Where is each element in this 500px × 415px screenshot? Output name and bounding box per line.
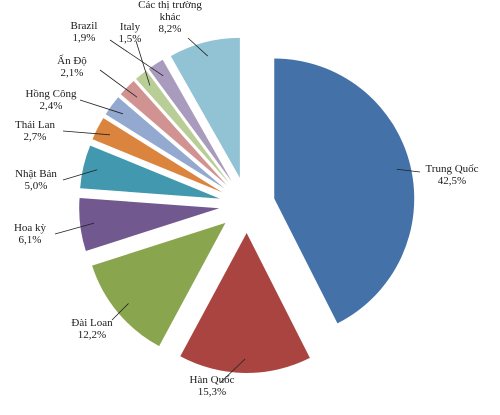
- slice-label-5: Thái Lan 2,7%: [15, 119, 56, 143]
- leader-line-4: [62, 169, 98, 181]
- slice-value-label: 1,9%: [73, 32, 96, 44]
- leader-line-2: [111, 303, 129, 321]
- slice-name-label: Hồng Công: [25, 88, 77, 100]
- pie-slice-0: [274, 58, 415, 324]
- leader-line-0: [396, 168, 421, 173]
- slice-label-2: Đài Loan 12,2%: [71, 317, 113, 341]
- slice-label-6: Hồng Công 2,4%: [25, 88, 77, 112]
- leader-line-5: [62, 130, 110, 136]
- slice-value-label: 2,7%: [24, 131, 47, 143]
- leader-line-10: [187, 37, 208, 57]
- slice-label-0: Trung Quốc 42,5%: [425, 163, 478, 187]
- leader-line-8: [135, 40, 151, 86]
- pie-slice-7: [120, 81, 227, 186]
- leader-line-3: [54, 222, 95, 235]
- slice-label-4: Nhật Bản 5,0%: [15, 168, 57, 192]
- pie-slice-9: [148, 59, 232, 182]
- slice-label-7: Ấn Độ 2,1%: [57, 54, 87, 79]
- pie-slice-5: [92, 118, 223, 193]
- slice-value-label: 42,5%: [438, 175, 466, 187]
- pie-slice-10: [170, 37, 240, 178]
- slice-name-label: Ấn Độ: [57, 54, 87, 67]
- slice-label-3: Hoa kỳ 6,1%: [14, 222, 47, 246]
- leader-line-1: [220, 358, 246, 383]
- leader-line-6: [79, 99, 124, 115]
- pie-slice-8: [136, 70, 230, 184]
- slice-label-9: Brazil 1,9%: [71, 20, 98, 44]
- slice-label-1: Hàn Quốc 15,3%: [190, 374, 235, 398]
- slice-name-label: Hàn Quốc: [190, 374, 235, 386]
- leader-line-9: [109, 39, 164, 77]
- slice-value-label: 15,3%: [198, 386, 226, 398]
- slice-name-label: Italy: [120, 21, 141, 33]
- slice-value-label: 12,2%: [78, 329, 106, 341]
- slice-value-label: 2,1%: [61, 67, 84, 79]
- slice-value-label: 6,1%: [19, 234, 42, 246]
- pie-slice-1: [180, 232, 310, 373]
- slice-name-label: Nhật Bản: [15, 168, 57, 180]
- slice-name-label: Thái Lan: [15, 119, 56, 131]
- slice-value-label: 2,4%: [40, 100, 63, 112]
- slice-label-8: Italy 1,5%: [119, 21, 142, 45]
- slice-name-label: Brazil: [71, 20, 98, 32]
- slice-value-label: 1,5%: [119, 33, 142, 45]
- slice-name-label: khác: [160, 11, 181, 23]
- slice-name-label: Hoa kỳ: [14, 222, 47, 234]
- leader-line-7: [99, 69, 138, 98]
- pie-slice-4: [80, 145, 220, 199]
- slice-name-label: Các thị trường: [138, 0, 202, 11]
- pie-slice-6: [105, 97, 225, 189]
- pie-slice-2: [92, 222, 226, 347]
- slice-label-10: Các thị trường khác 8,2%: [138, 0, 202, 35]
- slice-name-label: Trung Quốc: [425, 163, 478, 175]
- slice-value-label: 8,2%: [159, 23, 182, 35]
- slice-value-label: 5,0%: [25, 180, 48, 192]
- slice-name-label: Đài Loan: [71, 317, 113, 329]
- pie-slice-3: [79, 197, 220, 251]
